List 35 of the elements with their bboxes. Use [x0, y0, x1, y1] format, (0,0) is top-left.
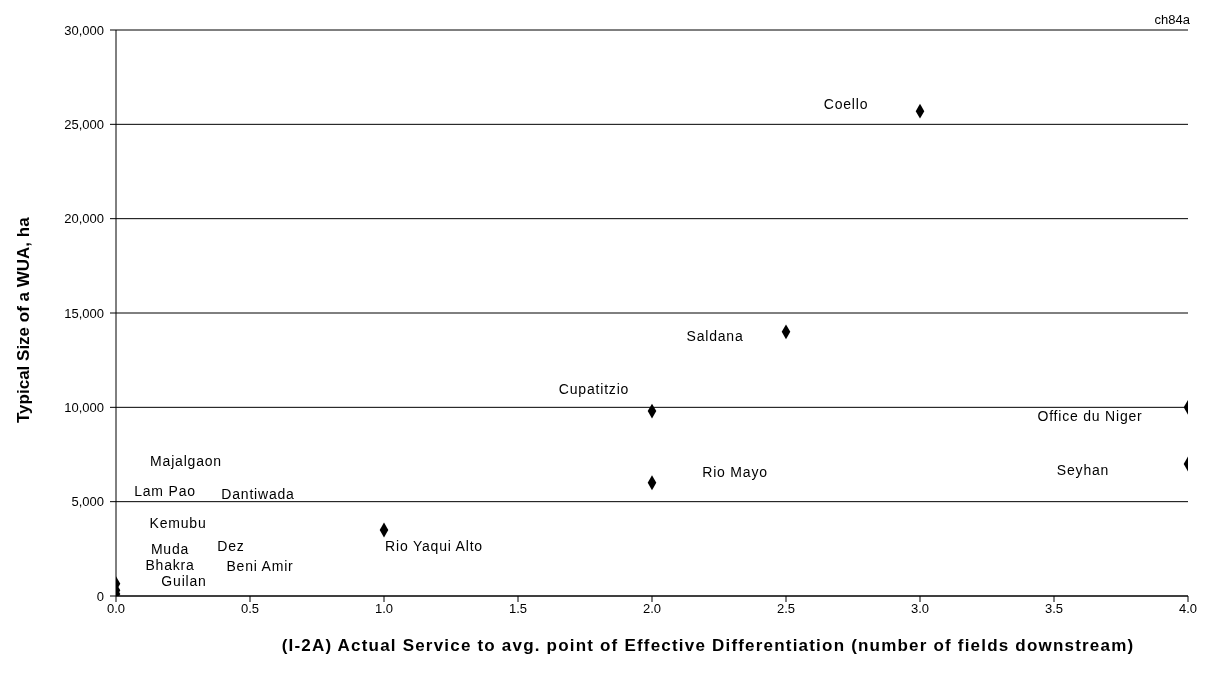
annotation: Beni Amir: [226, 558, 294, 574]
annotation: Rio Yaqui Alto: [385, 538, 483, 554]
x-tick-label: 2.0: [642, 601, 662, 617]
y-axis-title: Typical Size of a WUA, ha: [14, 216, 34, 423]
annotation: Rio Mayo: [702, 464, 768, 480]
y-tick-label: 5,000: [71, 494, 104, 510]
annotation: Muda: [150, 541, 190, 557]
y-tick-label: 0: [96, 588, 104, 604]
y-tick-label: 10,000: [64, 399, 104, 415]
annotation: Guilan: [161, 573, 207, 589]
annotation: Majalgaon: [150, 453, 222, 469]
x-tick-label: 3.0: [910, 601, 930, 617]
annotation: Bhakra: [145, 557, 195, 573]
x-tick-label: 3.5: [1044, 601, 1064, 617]
annotation: Kemubu: [149, 515, 207, 531]
x-tick-label: 2.5: [776, 601, 796, 617]
x-tick-label: 1.0: [374, 601, 394, 617]
x-tick-label: 0.0: [106, 601, 126, 617]
x-tick-label: 1.5: [508, 601, 528, 617]
annotation: Seyhan: [1056, 462, 1110, 478]
annotation: Office du Niger: [1037, 408, 1143, 424]
annotation: Saldana: [686, 328, 744, 344]
annotation: Dantiwada: [221, 486, 295, 502]
x-axis-title: (I-2A) Actual Service to avg. point of Effective Differentiation (number of fields downstream): [280, 635, 1136, 657]
annotation: Coello: [823, 96, 869, 112]
text: ch84a: [1154, 12, 1190, 27]
y-tick-label: 15,000: [64, 305, 104, 321]
y-tick-label: 25,000: [64, 116, 104, 132]
annotation: Dez: [217, 538, 245, 554]
annotation: Lam Pao: [134, 483, 196, 499]
x-tick-label: 0.5: [240, 601, 260, 617]
y-tick-label: 30,000: [64, 22, 104, 38]
annotation: Cupatitzio: [558, 381, 630, 397]
y-tick-label: 20,000: [64, 211, 104, 227]
x-tick-label: 4.0: [1178, 601, 1198, 617]
